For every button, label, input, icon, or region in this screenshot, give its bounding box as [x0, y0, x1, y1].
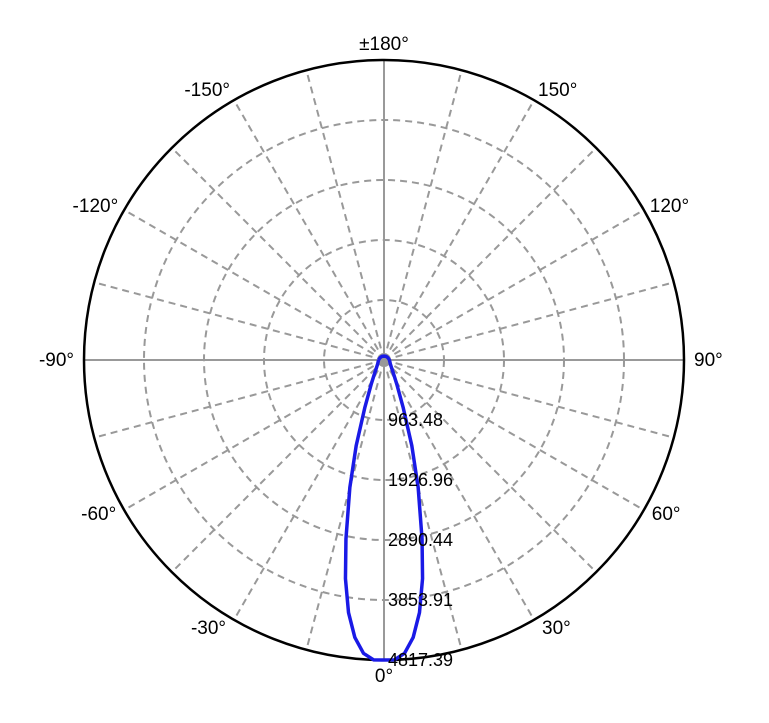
angle-label: 30°: [542, 618, 571, 639]
angle-label: 60°: [652, 504, 681, 525]
radial-label: 1926.96: [388, 470, 453, 490]
radial-label: 4817.39: [388, 650, 453, 670]
angle-label: 0°: [375, 666, 393, 687]
angle-label: -120°: [73, 196, 119, 217]
polar-chart-container: 963.48 1926.96 2890.44 3853.91 4817.390° 30° 6…: [0, 0, 769, 723]
angle-label: -30°: [191, 618, 226, 639]
radial-label: 2890.44: [388, 530, 453, 550]
angle-label: ±180°: [359, 34, 409, 55]
angle-label: -90°: [39, 350, 74, 371]
angle-label: -150°: [184, 80, 230, 101]
radial-label: 3853.91: [388, 590, 453, 610]
angle-label: -60°: [81, 504, 116, 525]
angle-label: 120°: [650, 196, 689, 217]
angle-label: 150°: [538, 80, 577, 101]
angle-label: 90°: [694, 350, 723, 371]
radial-label: 963.48: [388, 410, 443, 430]
polar-chart-svg: 963.48 1926.96 2890.44 3853.91 4817.390° 30° 6…: [0, 0, 769, 723]
